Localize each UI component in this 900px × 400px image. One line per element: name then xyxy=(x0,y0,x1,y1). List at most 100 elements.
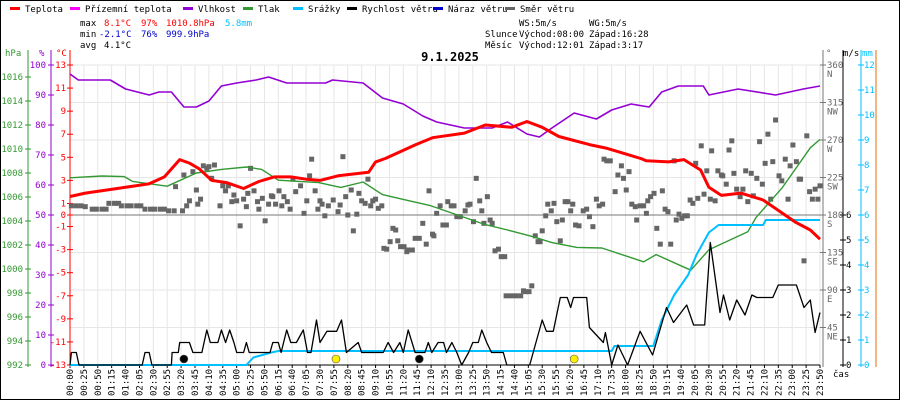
wind-direction-point xyxy=(330,197,336,203)
legend-label: Přízemní teplota xyxy=(85,5,172,15)
wind-direction-point xyxy=(454,214,460,220)
wind-direction-point xyxy=(116,200,122,206)
wind-direction-point xyxy=(78,203,84,209)
wind-tick-label: 4 xyxy=(846,261,851,271)
wind-direction-point xyxy=(568,208,574,214)
time-label: 03:45 xyxy=(191,369,201,396)
legend-item-6: Náraz větru xyxy=(433,5,508,15)
pressure-tick-label: 1000 xyxy=(1,265,23,275)
legend-label: Náraz větru xyxy=(448,5,508,15)
wind-direction-point xyxy=(401,244,407,250)
wind-direction-point xyxy=(423,241,429,247)
wind-direction-point xyxy=(237,223,243,229)
wind-direction-point xyxy=(779,178,785,184)
wind-direction-point xyxy=(384,246,390,252)
time-label: 11:45 xyxy=(413,369,423,396)
pressure-unit-label: hPa xyxy=(5,49,21,59)
humidity-tick-label: 80 xyxy=(35,121,46,131)
time-label: 23:25 xyxy=(802,369,812,396)
wind-direction-point xyxy=(398,244,404,250)
direction-tick-deg: 135 xyxy=(827,249,843,259)
time-label: 04:10 xyxy=(205,369,215,396)
wind-direction-point xyxy=(629,201,635,207)
wind-direction-point xyxy=(503,293,509,299)
direction-tick-name: NE xyxy=(827,333,838,343)
wind-direction-point xyxy=(654,225,660,231)
sun-marker xyxy=(331,354,341,364)
wind-direction-point xyxy=(643,210,649,216)
legend-item-5: Rychlost větru xyxy=(347,5,438,15)
wind-direction-point xyxy=(809,196,815,202)
wind-direction-point xyxy=(223,188,229,194)
wind-direction-point xyxy=(641,203,647,209)
wind-direction-point xyxy=(393,227,399,233)
wind-direction-point xyxy=(434,210,440,216)
sun-label: Slunce xyxy=(485,30,518,40)
wind-direction-point xyxy=(266,201,272,207)
rain-tick-label: 1 xyxy=(864,336,869,346)
stats-avg-label: avg xyxy=(80,41,96,51)
wind-direction-point xyxy=(142,206,148,212)
series-line-vlhkost xyxy=(69,73,821,138)
ws-info: WS:5m/s xyxy=(519,19,557,29)
stats-min-hum: 76% xyxy=(141,30,158,40)
stats-max-rain: 5.8mm xyxy=(225,19,252,29)
chart-title: 9.1.2025 xyxy=(421,50,479,64)
wind-direction-point xyxy=(612,189,618,195)
legend-swatch xyxy=(433,7,443,10)
wind-direction-point xyxy=(554,219,560,225)
humidity-tick-label: 100 xyxy=(30,61,46,71)
direction-tick-deg: 270 xyxy=(827,136,843,146)
wind-tick-label: 2 xyxy=(846,311,851,321)
wind-direction-point xyxy=(477,198,483,204)
direction-tick-name: SW xyxy=(827,183,838,193)
time-label: 22:35 xyxy=(774,369,784,396)
wind-direction-point xyxy=(138,203,144,209)
time-label: 19:40 xyxy=(677,369,687,396)
wind-direction-point xyxy=(539,228,545,234)
temperature-tick-label: 3 xyxy=(61,176,66,186)
wind-direction-point xyxy=(256,206,262,212)
wind-direction-point xyxy=(679,215,685,221)
wind-direction-point xyxy=(698,143,704,149)
wind-direction-point xyxy=(195,201,201,207)
time-label: 00:50 xyxy=(94,369,104,396)
wind-direction-point xyxy=(373,196,379,202)
direction-tick-name: W xyxy=(827,145,833,155)
wind-direction-point xyxy=(99,206,105,212)
series-line-teplota xyxy=(69,120,822,241)
time-label: 01:40 xyxy=(122,369,132,396)
astro-info: WS:5m/s WG:5m/s Slunce Východ:08:00 Zápa… xyxy=(485,19,649,51)
legend-item-7: Směr větru xyxy=(505,5,574,15)
humidity-tick-label: 70 xyxy=(35,151,46,161)
direction-tick-name: NW xyxy=(827,108,838,118)
wind-direction-point xyxy=(790,142,796,148)
wind-direction-point xyxy=(241,196,247,202)
wind-direction-point xyxy=(562,199,568,205)
wind-direction-point xyxy=(365,176,371,182)
wind-direction-point xyxy=(234,198,240,204)
wind-direction-point xyxy=(513,293,519,299)
wind-direction-point xyxy=(431,233,437,239)
wind-direction-point xyxy=(559,217,565,223)
wind-direction-point xyxy=(584,206,590,212)
wind-direction-point xyxy=(762,160,768,166)
wind-direction-point xyxy=(350,228,356,234)
wind-direction-point xyxy=(111,200,117,206)
rain-tick-label: 2 xyxy=(864,311,869,321)
time-label: 21:20 xyxy=(733,369,743,396)
stats-min-pres: 999.9hPa xyxy=(166,30,209,40)
wind-direction-point xyxy=(651,190,657,196)
wind-direction-point xyxy=(220,183,226,189)
wind-direction-point xyxy=(712,198,718,204)
wind-direction-point xyxy=(370,198,376,204)
pressure-tick-label: 1010 xyxy=(1,145,23,155)
wind-direction-point xyxy=(676,211,682,217)
wind-direction-point xyxy=(467,201,473,207)
wind-direction-point xyxy=(565,199,571,205)
wind-direction-point xyxy=(768,196,774,202)
temperature-tick-label: 13 xyxy=(55,61,66,71)
wind-direction-point xyxy=(124,203,130,209)
wind-direction-point xyxy=(345,212,351,218)
wind-direction-point xyxy=(576,223,582,229)
